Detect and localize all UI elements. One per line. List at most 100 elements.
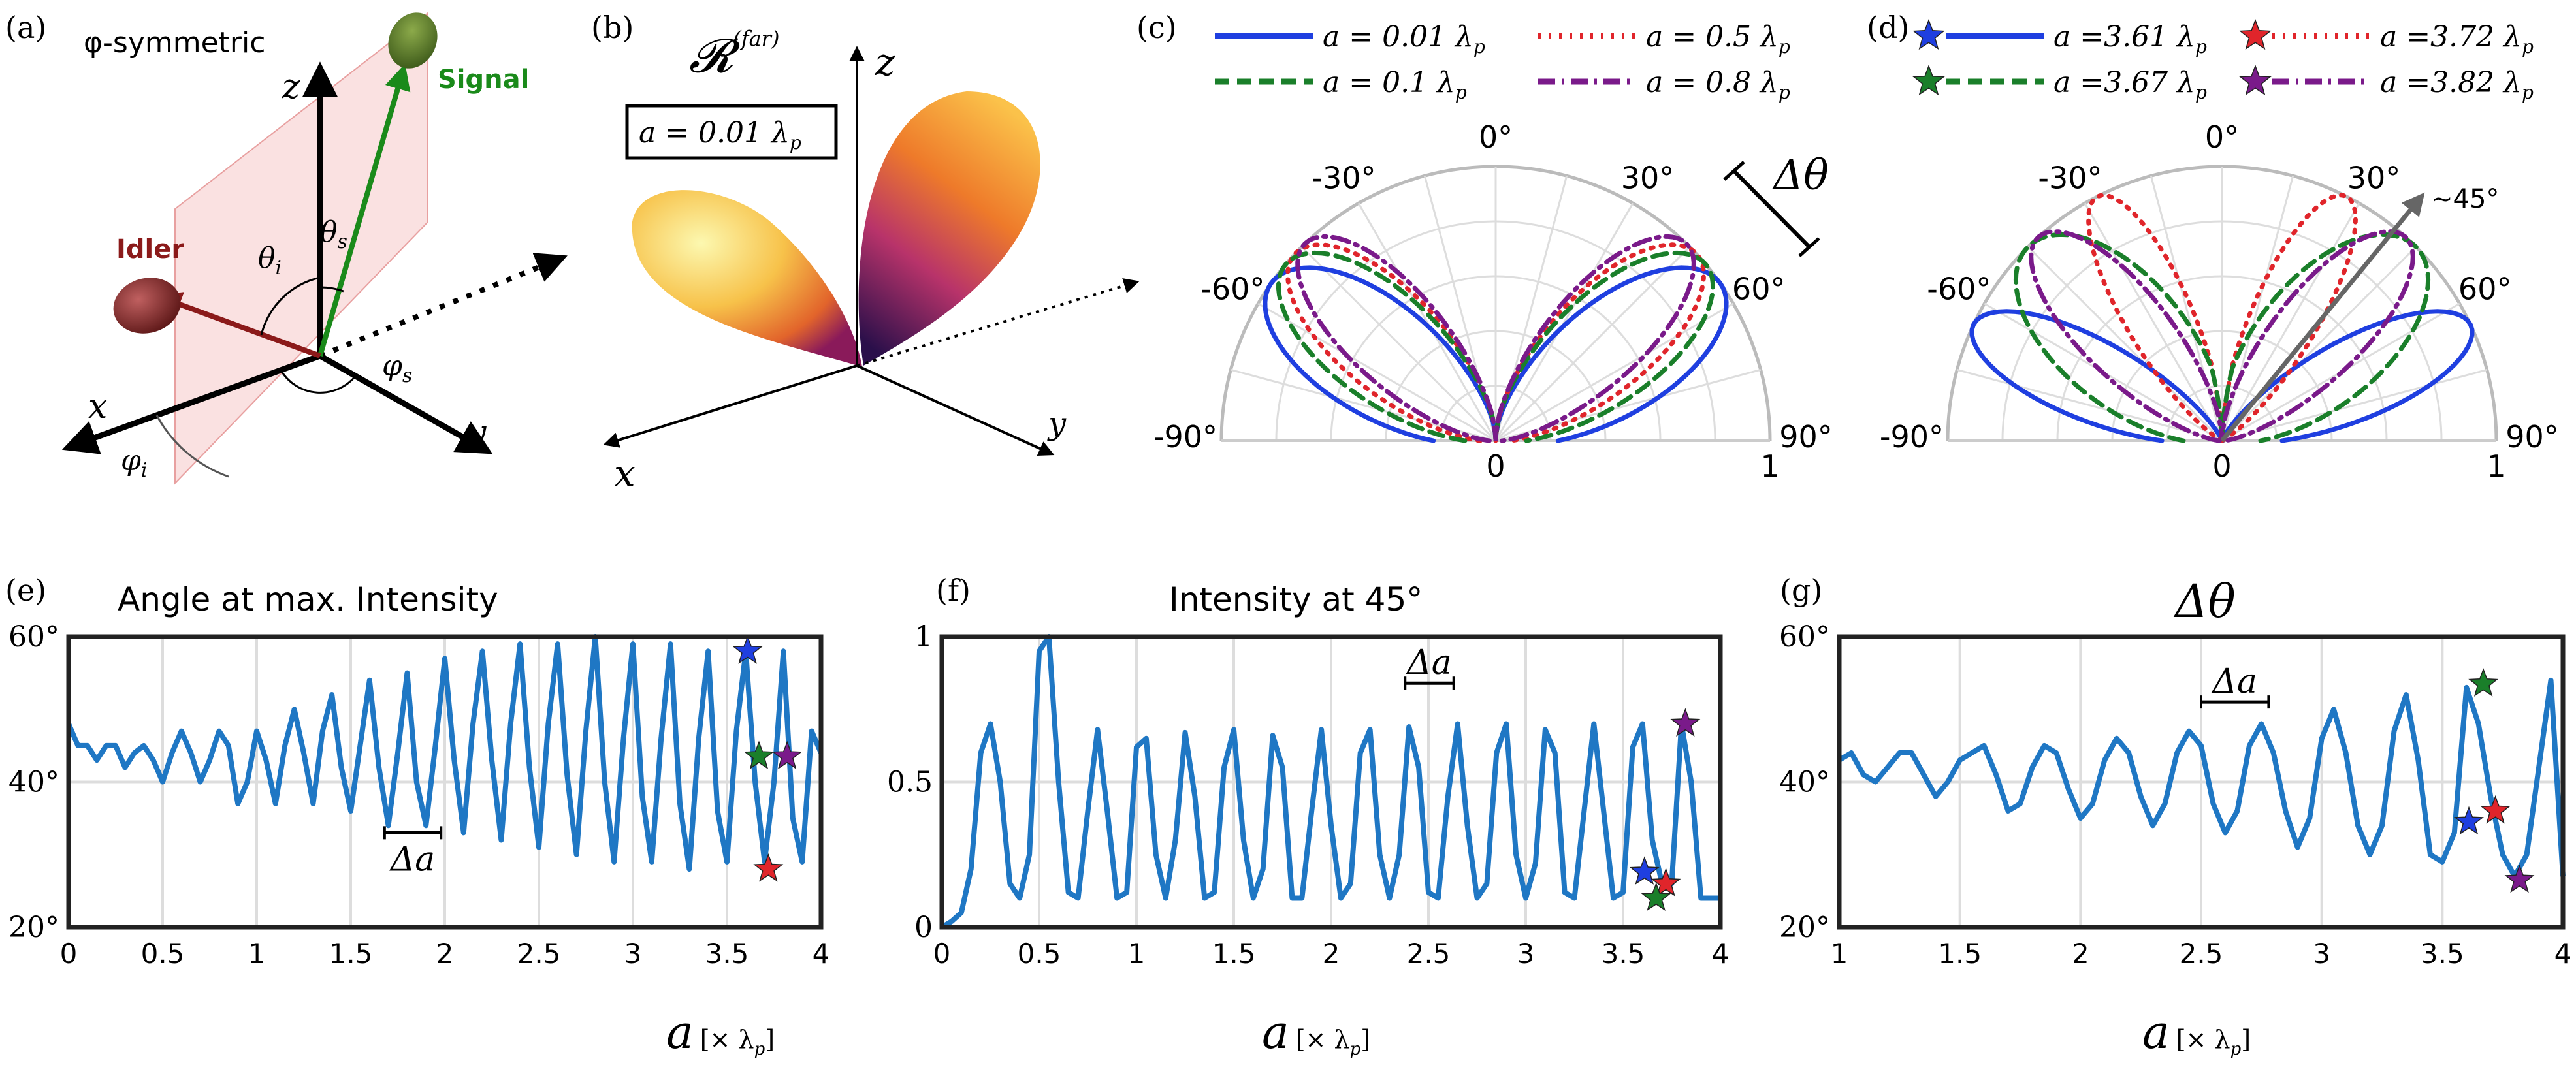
panel-e-line-plot: (e) Angle at max. Intensity 0 0.5 1 1.5 2 2.5… — [5, 573, 829, 1059]
x-tick-label: 1.5 — [329, 938, 373, 970]
y-tick-label: 40° — [1779, 766, 1830, 799]
delta-a-label: Δa — [2211, 662, 2257, 701]
theta-i-label: θi — [258, 242, 282, 279]
polar-angle-tick-label: 0° — [1479, 119, 1513, 155]
panel-e-title: Angle at max. Intensity — [118, 580, 498, 618]
panel-f-title: Intensity at 45° — [1169, 580, 1423, 618]
panel-c-legend: a = 0.01 λp a = 0.5 λp a = 0.1 λp a = 0.8 λ… — [1215, 20, 1790, 103]
panel-g-title: Δθ — [2173, 575, 2236, 628]
x-tick-label: 3.5 — [705, 938, 749, 970]
idler-photon-icon — [113, 278, 181, 334]
y-tick-label: 1 — [914, 620, 933, 654]
y-axis — [318, 353, 493, 454]
x-tick-label: 1 — [1831, 938, 1848, 970]
legend-entry-label: a = 0.5 λp — [1646, 20, 1790, 57]
delta-a-label: Δa — [1406, 643, 1452, 682]
theta-s-arc — [319, 286, 344, 293]
highlight-star-marker — [1629, 856, 1660, 885]
legend-entry-label: a =3.72 λp — [2380, 20, 2534, 57]
data-series-line — [66, 634, 824, 872]
y-tick-label: 0 — [914, 911, 933, 944]
panel-f-tag: (f) — [936, 573, 971, 608]
highlight-star-marker — [1650, 868, 1681, 897]
polar-radius-tick-label: 0 — [1486, 449, 1505, 484]
x-tick-label: 0.5 — [141, 938, 185, 970]
plot-frame — [939, 634, 1723, 930]
far-field-symbol: 𝓡(far) — [689, 26, 779, 83]
phi-i-label: φi — [121, 444, 147, 482]
panel-c-tag: (c) — [1136, 10, 1177, 45]
polar-angle-tick-label: -90° — [1880, 419, 1944, 454]
x-axis-label: x — [88, 387, 107, 426]
polar-grid-spoke — [2084, 202, 2223, 441]
panel-d-legend: a =3.61 λp a =3.72 λp a =3.67 λp a =3.82 λp — [1912, 18, 2534, 103]
polar-radius-tick-label: 0 — [2212, 449, 2231, 484]
plot-frame — [1837, 634, 2566, 930]
x-tick-label: 4 — [813, 938, 830, 970]
panel-d-tag: (d) — [1867, 10, 1909, 45]
panel-d-polar: (d) a =3.61 λp a =3.72 λp a =3.67 λp a =3.8… — [1867, 10, 2559, 484]
x-tick-label: 2 — [436, 938, 454, 970]
b-y-axis — [856, 364, 1055, 456]
polar-grid-spoke — [1494, 246, 1691, 442]
panel-b-far-field: (b) 𝓡(far) a = 0.01 λp z x y — [591, 10, 1140, 496]
b-z-label: z — [875, 40, 895, 84]
x-axis — [61, 353, 321, 454]
y-tick-label: 20° — [8, 911, 59, 944]
x-tick-label: 2 — [2072, 938, 2089, 970]
idler-arrow — [155, 292, 321, 358]
polar-angle-tick-label: -60° — [1200, 272, 1264, 307]
polar-angle-tick-label: -30° — [2038, 160, 2102, 195]
panel-g-line-plot: (g) Δθ 1 1.5 2 2.5 3 3.5 4 20° 40° 60° Δa a [× λp] — [1779, 573, 2571, 1059]
panel-e-tag: (e) — [5, 573, 46, 608]
x-tick-label: 2.5 — [1407, 938, 1451, 970]
x-tick-label: 3.5 — [1602, 938, 1645, 970]
polar-grid-spoke — [2027, 246, 2223, 442]
highlight-star-marker — [2453, 806, 2484, 835]
panel-g-xlabel: a [× λp] — [2142, 1006, 2251, 1059]
b-x-label: x — [614, 451, 636, 496]
parameter-box — [625, 104, 838, 160]
panel-a-geometry: (a) φ-symmetric Signal Idler z x y θi θs… — [5, 10, 568, 485]
x-tick-label: 1 — [248, 938, 266, 970]
highlight-star-marker — [1641, 882, 1671, 912]
polar-angle-tick-label: -90° — [1153, 419, 1217, 454]
x-tick-label: 2 — [1323, 938, 1340, 970]
delta-theta-bar — [1732, 169, 1811, 249]
x-tick-label: 2.5 — [2180, 938, 2223, 970]
x-tick-label: 0.5 — [1018, 938, 1061, 970]
phi-s-label: φs — [382, 349, 412, 387]
highlight-star-marker — [743, 740, 774, 770]
max-direction-arrow — [2220, 192, 2425, 443]
legend-entry-label: a =3.61 λp — [2053, 20, 2207, 57]
panel-g-tag: (g) — [1780, 573, 1822, 608]
phi-i-arc — [155, 415, 229, 478]
polar-angle-tick-label: 60° — [1732, 272, 1786, 307]
polar-angle-tick-label: 90° — [1779, 419, 1833, 454]
x-tick-label: 1 — [1128, 938, 1146, 970]
legend-star-marker — [1912, 64, 1945, 96]
highlight-star-marker — [753, 853, 784, 882]
polar-series-lobe — [1295, 234, 1696, 443]
highlight-star-marker — [1670, 708, 1701, 737]
polar-grid-spoke — [2221, 368, 2488, 442]
polar-grid-spoke — [1495, 302, 1734, 442]
delta-a-label: Δa — [389, 840, 436, 879]
polar-angle-tick-label: 0° — [2205, 119, 2239, 155]
highlight-star-marker — [772, 740, 803, 770]
polar-angle-tick-label: 60° — [2458, 272, 2512, 307]
b-y-label: y — [1047, 405, 1067, 442]
legend-star-marker — [2239, 18, 2272, 50]
x-tick-label: 0 — [60, 938, 78, 970]
x-tick-label: 2.5 — [517, 938, 561, 970]
polar-radius-tick-label: 1 — [2487, 449, 2505, 484]
plot-frame — [66, 634, 824, 930]
b-x-axis — [603, 364, 858, 448]
panel-b-tag: (b) — [591, 10, 634, 45]
right-lobe — [858, 91, 1040, 366]
phi-symmetric-label: φ-symmetric — [84, 26, 265, 59]
polar-grid-spoke — [1956, 368, 2223, 442]
panel-e-xlabel: a [× λp] — [666, 1006, 775, 1059]
max-direction-label: ~45° — [2431, 184, 2499, 214]
